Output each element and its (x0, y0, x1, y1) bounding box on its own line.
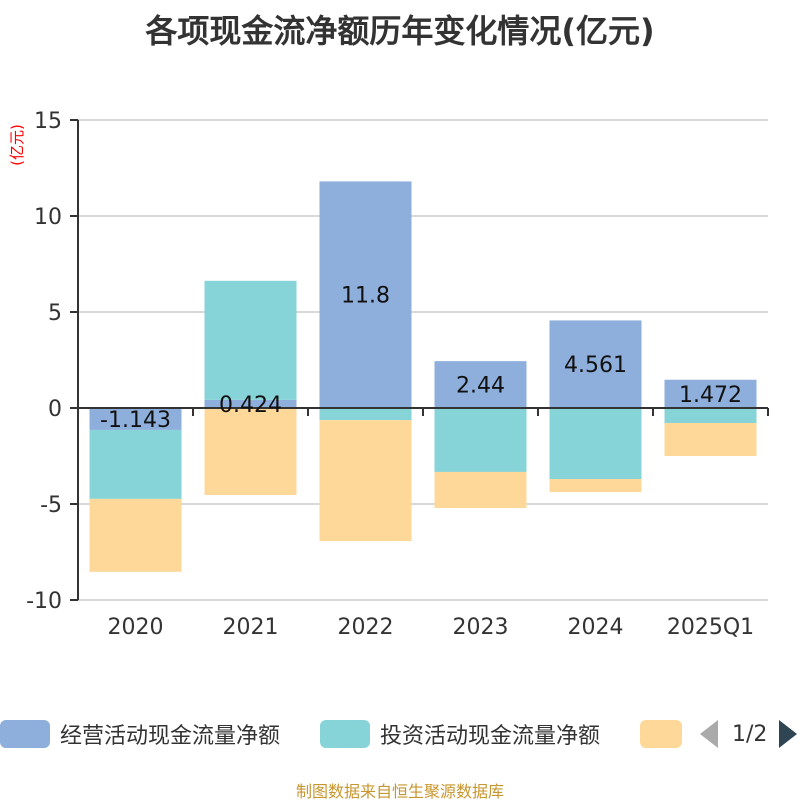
legend-item-financing[interactable] (640, 718, 682, 750)
legend-item-investing[interactable]: 投资活动现金流量净额 (320, 718, 600, 750)
bar-segment-2024-s1 (549, 408, 642, 480)
bars (89, 181, 757, 572)
bar-segment-2020-s1 (89, 429, 182, 499)
bar-segment-2022-s0 (319, 181, 412, 408)
legend-swatch (0, 720, 50, 748)
data-label: 1.472 (679, 383, 742, 408)
bar-segment-2023-s1 (434, 408, 527, 472)
legend-swatch (320, 720, 370, 748)
bar-segment-2022-s2 (319, 420, 412, 542)
data-source-note: 制图数据来自恒生聚源数据库 (295, 782, 504, 801)
legend-label: 投资活动现金流量净额 (380, 724, 601, 749)
data-label: 0.424 (219, 393, 282, 418)
bar-segment-2025Q1-s0 (664, 379, 757, 408)
axes: 15 10 5 0 -5 -10 2020 2021 2022 2023 2024 2025Q1 (26, 109, 769, 640)
prev-page-icon[interactable] (700, 720, 718, 748)
legend-item-operating[interactable]: 经营活动现金流量净额 (0, 718, 280, 750)
x-tick-label: 2020 (108, 615, 164, 640)
data-label: 2.44 (456, 374, 505, 399)
y-tick-label: -5 (40, 493, 62, 518)
legend-swatch (640, 720, 682, 748)
x-tick-label: 2024 (568, 615, 624, 640)
y-axis-label: (亿元) (8, 124, 26, 166)
legend-label: 经营活动现金流量净额 (60, 724, 281, 749)
bar-segment-2020-s2 (89, 498, 182, 572)
y-tick-label: 15 (34, 109, 62, 134)
next-page-icon[interactable] (779, 720, 798, 748)
bar-segment-2023-s0 (434, 361, 527, 408)
bar-segment-2021-s0 (204, 399, 297, 408)
y-tick-label: 0 (48, 397, 62, 422)
x-tick-label: 2025Q1 (667, 615, 754, 640)
bar-segment-2021-s2 (204, 408, 297, 495)
data-label: 11.8 (341, 284, 390, 309)
y-tick-label: 10 (34, 205, 62, 230)
bar-chart: 15 10 5 0 -5 -10 2020 2021 2022 2023 2024 2025Q1 -1… (8, 109, 769, 640)
bar-segment-2020-s0 (89, 408, 182, 430)
legend-page-indicator: 1/2 (732, 721, 768, 747)
data-label: 4.561 (564, 353, 627, 378)
chart-title: 各项现金流净额历年变化情况(亿元) (145, 12, 655, 50)
data-labels: -1.143 0.424 11.8 2.44 4.561 1.472 (100, 284, 742, 433)
data-label: -1.143 (100, 408, 171, 433)
y-tick-label: 5 (48, 301, 62, 326)
bar-segment-2023-s2 (434, 471, 527, 509)
x-tick-label: 2023 (453, 615, 509, 640)
legend-pager: 1/2 (700, 718, 798, 750)
grid-lines (78, 119, 768, 601)
bar-segment-2021-s1 (204, 280, 297, 400)
x-tick-label: 2022 (338, 615, 394, 640)
bar-segment-2024-s0 (549, 320, 642, 408)
legend: 经营活动现金流量净额 投资活动现金流量净额 1/2 (0, 718, 800, 752)
bar-segment-2025Q1-s1 (664, 408, 757, 423)
x-tick-label: 2021 (223, 615, 279, 640)
bar-segment-2022-s1 (319, 408, 412, 421)
bar-segment-2025Q1-s2 (664, 422, 757, 456)
y-tick-label: -10 (26, 589, 62, 614)
bar-segment-2024-s2 (549, 479, 642, 493)
